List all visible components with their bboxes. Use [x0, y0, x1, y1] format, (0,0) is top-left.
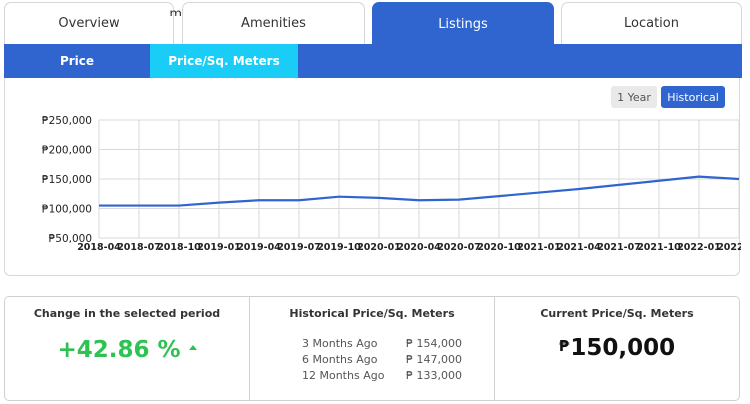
x-tick-label: 2018-04 — [77, 242, 121, 253]
historical-row-value: ₱ 133,000 — [406, 369, 462, 382]
historical-row: 12 Months Ago ₱ 133,000 — [302, 368, 462, 384]
historical-row-value: ₱ 147,000 — [406, 353, 462, 366]
x-tick-label: 2022-01 — [677, 242, 721, 253]
current-title: Current Price/Sq. Meters — [540, 307, 694, 320]
subtab-price[interactable]: Price — [4, 44, 150, 78]
subtab-price-label: Price — [59, 54, 95, 68]
historical-row: 3 Months Ago ₱ 154,000 — [302, 336, 462, 352]
tab-overview-label: Overview — [58, 16, 120, 31]
x-tick-label: 2019-04 — [237, 242, 281, 253]
change-stat: Change in the selected period +42.86 % — [5, 297, 250, 400]
tab-overview-bleed-text: m — [169, 7, 182, 22]
tab-amenities[interactable]: Amenities — [182, 2, 365, 44]
historical-title: Historical Price/Sq. Meters — [289, 307, 455, 320]
x-tick-label: 2018-07 — [117, 242, 161, 253]
x-tick-label: 2022-04 — [717, 242, 741, 253]
price-line-chart: ₱50,000 ₱100,000 ₱150,000 ₱200,000 ₱250,000 2… — [42, 115, 741, 253]
tab-location-label: Location — [624, 16, 679, 31]
subtab-price-sqm-label: Price/Sq. Meters — [168, 54, 280, 68]
x-tick-label: 2020-04 — [397, 242, 441, 253]
current-value: 150,000 — [570, 335, 676, 361]
chart-panel: 1 Year Historical ₱50,000 ₱100,000 ₱150,00… — [4, 78, 741, 276]
current-stat: Current Price/Sq. Meters ₱150,000 — [495, 297, 739, 400]
x-tick-label: 2019-10 — [317, 242, 361, 253]
y-tick-label: ₱100,000 — [42, 204, 92, 216]
x-tick-label: 2020-07 — [437, 242, 481, 253]
tab-overview[interactable]: Overview m — [4, 2, 182, 44]
historical-button[interactable]: Historical — [661, 86, 725, 108]
stats-panel: Change in the selected period +42.86 % H… — [4, 296, 740, 401]
historical-row-label: 3 Months Ago — [302, 337, 378, 350]
tab-listings-label: Listings — [438, 17, 488, 32]
tab-listings[interactable]: Listings — [372, 2, 554, 46]
x-tick-label: 2020-01 — [357, 242, 401, 253]
tab-amenities-label: Amenities — [241, 16, 306, 31]
y-tick-label: ₱50,000 — [49, 233, 92, 245]
change-value: +42.86 % — [57, 337, 181, 363]
x-tick-label: 2021-10 — [637, 242, 681, 253]
one-year-button[interactable]: 1 Year — [611, 86, 657, 108]
currency-symbol: ₱ — [558, 337, 570, 355]
historical-button-label: Historical — [667, 90, 719, 104]
price-subtabs: Price Price/Sq. Meters — [4, 44, 742, 78]
historical-row-label: 6 Months Ago — [302, 353, 378, 366]
caret-up-icon — [188, 345, 197, 350]
x-tick-label: 2021-04 — [557, 242, 601, 253]
y-tick-label: ₱200,000 — [42, 145, 92, 157]
tab-location[interactable]: Location — [561, 2, 742, 44]
change-value-wrap: +42.86 % — [5, 337, 249, 363]
y-tick-label: ₱250,000 — [42, 115, 92, 127]
x-tick-label: 2019-01 — [197, 242, 241, 253]
y-tick-label: ₱150,000 — [42, 174, 92, 186]
x-tick-label: 2019-07 — [277, 242, 321, 253]
x-tick-label: 2020-10 — [477, 242, 521, 253]
one-year-button-label: 1 Year — [617, 90, 651, 104]
listing-tabs: Overview m Amenities Listings Location — [0, 0, 750, 46]
historical-row-value: ₱ 154,000 — [406, 337, 462, 350]
current-value-wrap: ₱150,000 — [495, 335, 739, 361]
historical-list: 3 Months Ago ₱ 154,000 6 Months Ago ₱ 14… — [302, 336, 462, 384]
subtab-price-sqm[interactable]: Price/Sq. Meters — [150, 44, 298, 78]
historical-stat: Historical Price/Sq. Meters 3 Months Ago… — [250, 297, 495, 400]
historical-row: 6 Months Ago ₱ 147,000 — [302, 352, 462, 368]
historical-row-label: 12 Months Ago — [302, 369, 385, 382]
x-tick-label: 2018-10 — [157, 242, 201, 253]
change-title: Change in the selected period — [33, 307, 221, 320]
x-tick-label: 2021-01 — [517, 242, 561, 253]
x-tick-label: 2021-07 — [597, 242, 641, 253]
